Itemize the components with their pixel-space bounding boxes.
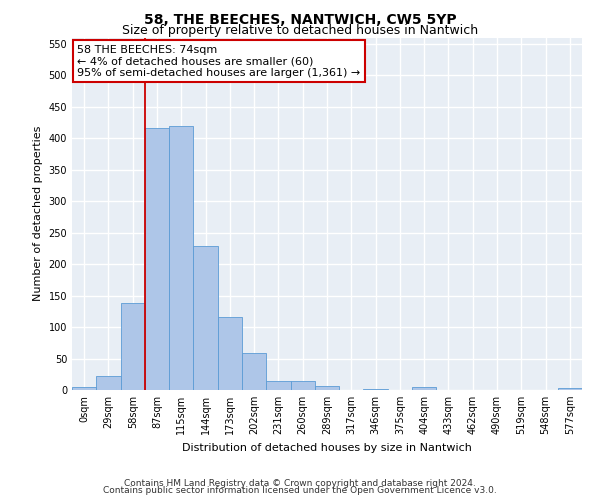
Bar — [266, 381, 290, 390]
Bar — [169, 126, 193, 390]
Bar — [96, 376, 121, 390]
Bar — [145, 128, 169, 390]
Bar — [242, 354, 266, 390]
Bar — [558, 388, 582, 390]
Bar — [412, 388, 436, 390]
Text: Size of property relative to detached houses in Nantwich: Size of property relative to detached ho… — [122, 24, 478, 37]
Text: 58, THE BEECHES, NANTWICH, CW5 5YP: 58, THE BEECHES, NANTWICH, CW5 5YP — [143, 12, 457, 26]
Bar — [364, 388, 388, 390]
Text: Contains public sector information licensed under the Open Government Licence v3: Contains public sector information licen… — [103, 486, 497, 495]
Bar — [218, 317, 242, 390]
X-axis label: Distribution of detached houses by size in Nantwich: Distribution of detached houses by size … — [182, 442, 472, 452]
Bar — [121, 303, 145, 390]
Bar — [72, 388, 96, 390]
Text: Contains HM Land Registry data © Crown copyright and database right 2024.: Contains HM Land Registry data © Crown c… — [124, 478, 476, 488]
Bar — [315, 386, 339, 390]
Bar — [290, 380, 315, 390]
Bar — [193, 246, 218, 390]
Text: 58 THE BEECHES: 74sqm
← 4% of detached houses are smaller (60)
95% of semi-detac: 58 THE BEECHES: 74sqm ← 4% of detached h… — [77, 44, 361, 78]
Y-axis label: Number of detached properties: Number of detached properties — [33, 126, 43, 302]
